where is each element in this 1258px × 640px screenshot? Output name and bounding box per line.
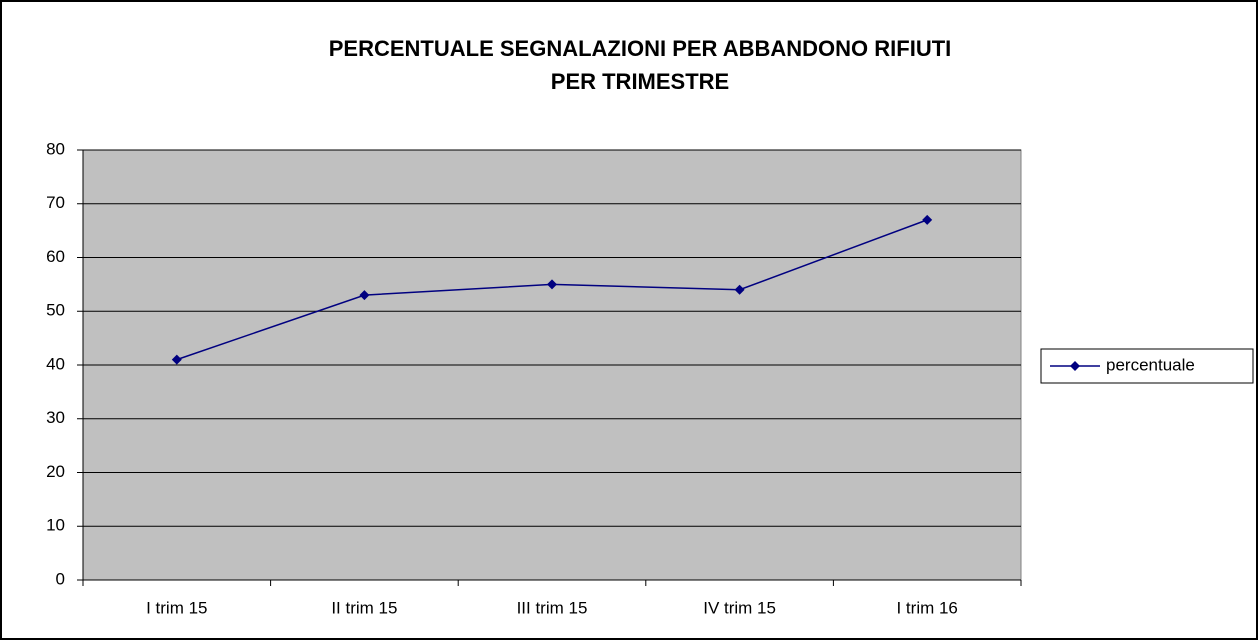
y-tick-label: 10: [46, 516, 65, 535]
y-tick-label: 0: [56, 569, 65, 588]
x-tick-label: I trim 15: [146, 598, 207, 617]
point-marker: [922, 214, 933, 225]
point-marker: [171, 354, 182, 365]
chart-title: PER TRIMESTRE: [551, 69, 729, 94]
point-marker: [734, 284, 745, 295]
y-tick-label: 40: [46, 354, 65, 373]
y-tick-label: 30: [46, 408, 65, 427]
x-tick-label: II trim 15: [331, 598, 397, 617]
x-tick-label: III trim 15: [517, 598, 588, 617]
y-tick-label: 60: [46, 247, 65, 266]
y-tick-label: 70: [46, 193, 65, 212]
legend-label: percentuale: [1106, 355, 1195, 374]
y-tick-label: 20: [46, 462, 65, 481]
x-tick-label: IV trim 15: [703, 598, 776, 617]
y-tick-label: 80: [46, 139, 65, 158]
point-marker: [547, 279, 557, 290]
point-marker: [359, 290, 370, 301]
legend-marker: [1070, 361, 1080, 371]
x-tick-label: I trim 16: [896, 598, 957, 617]
y-tick-label: 50: [46, 301, 65, 320]
chart-title: PERCENTUALE SEGNALAZIONI PER ABBANDONO R…: [329, 36, 952, 61]
